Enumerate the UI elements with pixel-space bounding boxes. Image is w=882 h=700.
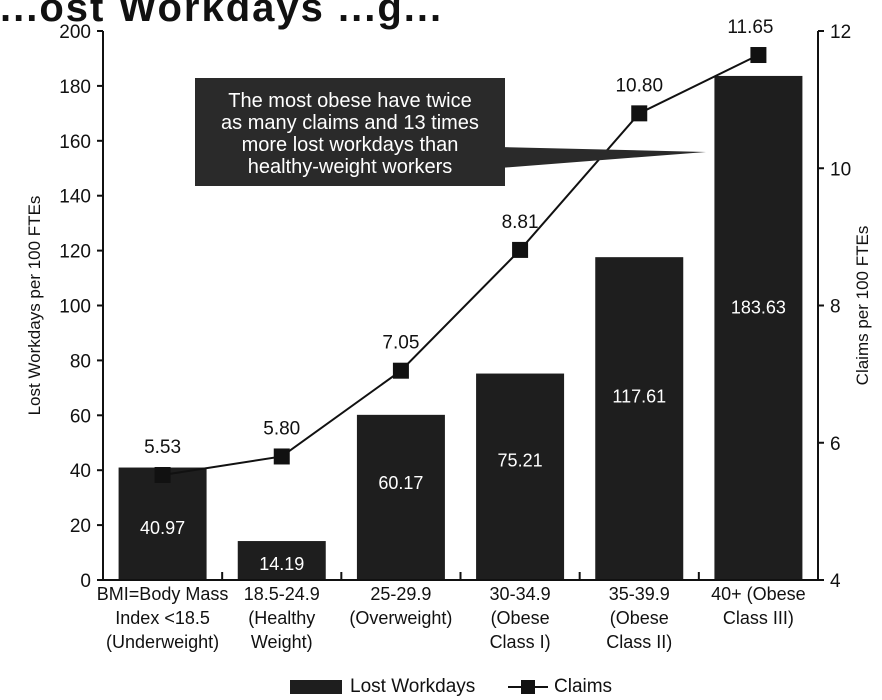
x-category-label: 35-39.9	[609, 584, 670, 604]
claims-value-label: 5.80	[263, 418, 300, 439]
x-category-label: 18.5-24.9	[244, 584, 320, 604]
y-tick-label: 200	[59, 22, 91, 43]
y-tick-label: 80	[70, 351, 91, 372]
callout-line: as many claims and 13 times	[221, 112, 479, 134]
bar	[714, 75, 803, 580]
x-category-label: (Obese	[610, 608, 669, 628]
y-tick-label: 0	[80, 571, 91, 592]
callout-line: The most obese have twice	[228, 90, 472, 112]
x-category-label: Class III)	[723, 608, 794, 628]
y-tick-label: 20	[70, 516, 91, 537]
y-tick-label: 140	[59, 187, 91, 208]
chart-title: ...ost Workdays ...g...	[0, 0, 444, 30]
claims-point	[273, 448, 290, 465]
y-tick-label: 60	[70, 406, 91, 427]
bar	[595, 257, 684, 580]
bar	[476, 373, 565, 580]
claims-value-label: 11.65	[727, 17, 773, 38]
y2-tick-label: 10	[830, 159, 851, 180]
y-tick-label: 100	[59, 297, 91, 318]
legend-label: Claims	[554, 676, 613, 697]
claims-point	[750, 47, 767, 64]
legend-swatch-line	[508, 680, 548, 694]
claims-point	[392, 362, 409, 379]
bar	[118, 467, 207, 580]
x-category-label: 40+ (Obese	[711, 584, 806, 604]
bar-value-label: 60.17	[378, 473, 423, 493]
bar	[356, 414, 445, 580]
x-category-label: (Obese	[491, 608, 550, 628]
y2-tick-label: 6	[830, 434, 841, 455]
y2-tick-label: 8	[830, 297, 841, 318]
claims-line	[162, 54, 759, 476]
x-category-label: Weight)	[251, 632, 313, 652]
callout-line: more lost workdays than	[241, 134, 459, 156]
x-category-label: 25-29.9	[370, 584, 431, 604]
x-category-label: (Overweight)	[349, 608, 452, 628]
y-tick-label: 180	[59, 77, 91, 98]
y2-axis-title: Claims per 100 FTEs	[853, 226, 872, 386]
y-tick-label: 160	[59, 132, 91, 153]
claims-point	[631, 105, 648, 122]
y-tick-label: 120	[59, 242, 91, 263]
bar-value-label: 75.21	[498, 450, 543, 470]
legend-item-lost-workdays: Lost Workdays	[290, 676, 475, 698]
legend: Lost Workdays Claims	[0, 676, 882, 700]
claims-value-label: 7.05	[382, 333, 419, 354]
x-category-label: BMI=Body Mass	[97, 584, 229, 604]
y-axis-title: Lost Workdays per 100 FTEs	[25, 196, 44, 416]
x-category-label: (Underweight)	[106, 632, 219, 652]
callout-pointer	[500, 147, 706, 168]
claims-value-label: 10.80	[615, 75, 663, 96]
legend-item-claims: Claims	[508, 676, 612, 698]
bar	[237, 541, 326, 580]
x-category-label: Class II)	[606, 632, 672, 652]
legend-label: Lost Workdays	[350, 676, 476, 697]
bar-value-label: 14.19	[259, 554, 304, 574]
y2-tick-label: 12	[830, 22, 851, 43]
bar-value-label: 183.63	[731, 298, 786, 318]
x-category-label: 30-34.9	[490, 584, 551, 604]
bar-value-label: 117.61	[612, 386, 666, 406]
claims-point	[512, 241, 529, 258]
x-category-label: Class I)	[490, 632, 551, 652]
y-tick-label: 40	[70, 461, 91, 482]
bar-value-label: 40.97	[140, 518, 185, 538]
claims-value-label: 5.53	[144, 437, 181, 458]
legend-swatch-bar	[290, 680, 342, 694]
claims-point	[154, 467, 171, 484]
y2-tick-label: 4	[830, 571, 841, 592]
x-category-label: (Healthy	[248, 608, 315, 628]
callout-line: healthy-weight workers	[247, 156, 453, 178]
claims-value-label: 8.81	[502, 212, 539, 233]
callout-box: The most obese have twice as many claims…	[195, 78, 505, 186]
x-category-label: Index <18.5	[115, 608, 210, 628]
